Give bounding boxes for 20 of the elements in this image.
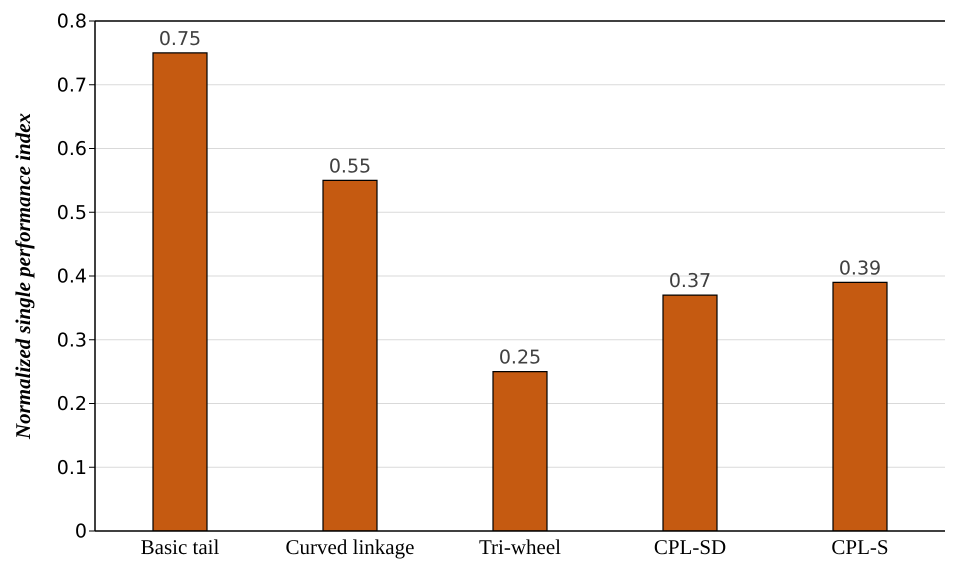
y-axis-title: Normalized single performance index — [11, 112, 35, 440]
y-tick-label: 0.8 — [56, 10, 87, 33]
y-tick-label: 0.4 — [56, 266, 87, 288]
y-tick-label: 0.5 — [56, 202, 87, 224]
x-tick-label: CPL-S — [831, 534, 889, 559]
data-label: 0.55 — [328, 155, 372, 178]
data-label: 0.39 — [838, 257, 882, 280]
y-tick-label: 0.3 — [56, 329, 87, 352]
y-tick-label: 0.6 — [56, 138, 87, 160]
data-label: 0.25 — [498, 346, 542, 369]
x-tick-label: CPL-SD — [654, 534, 726, 559]
y-tick-label: 0.2 — [56, 393, 87, 416]
y-tick-label: 0 — [74, 520, 87, 543]
data-label: 0.37 — [668, 270, 712, 292]
x-tick-label: Tri-wheel — [478, 534, 562, 559]
y-tick-label: 0.7 — [56, 74, 87, 96]
x-tick-label: Curved linkage — [286, 534, 414, 559]
data-label: 0.75 — [158, 28, 202, 50]
x-tick-label: Basic tail — [140, 534, 220, 559]
y-tick-label: 0.1 — [56, 456, 87, 479]
